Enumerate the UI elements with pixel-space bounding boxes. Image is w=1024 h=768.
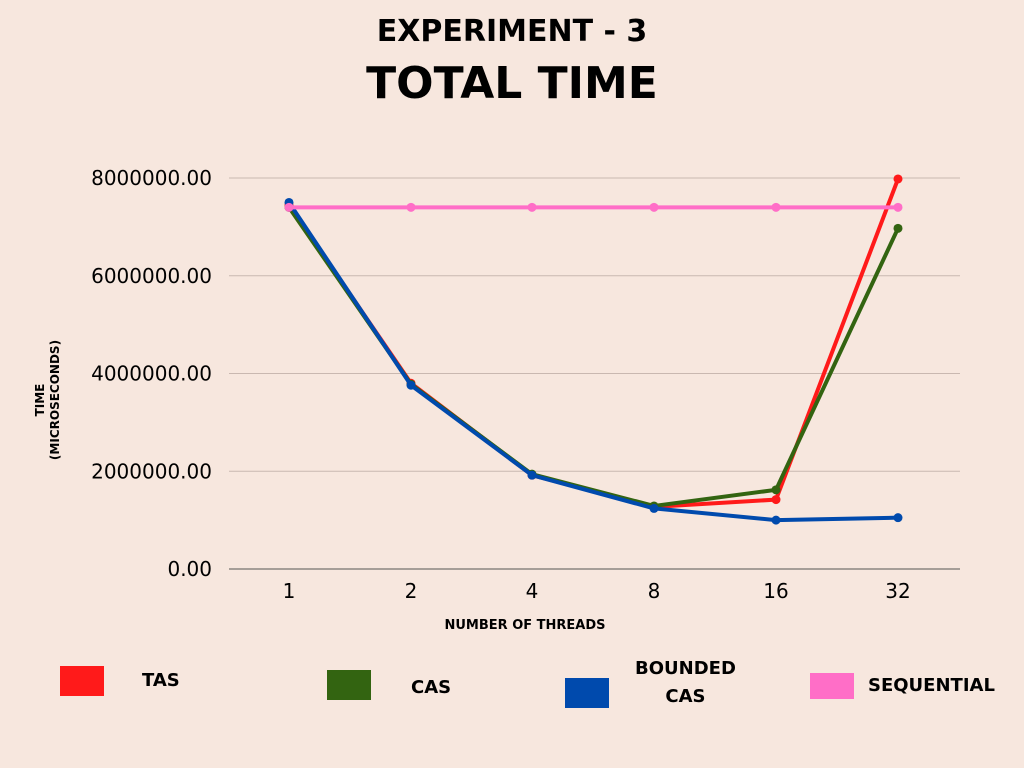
y-tick-label: 2000000.00 [91, 459, 212, 483]
data-point-cas [771, 485, 781, 495]
data-point-bounded-cas [649, 503, 659, 513]
legend-item-tas: TAS [60, 666, 180, 696]
legend-item-sequential: SEQUENTIAL [810, 672, 995, 700]
data-point-bounded-cas [406, 380, 416, 390]
legend-swatch-sequential [810, 673, 854, 699]
chart-subtitle: EXPERIMENT - 3 [376, 14, 648, 49]
data-point-tas [771, 495, 781, 505]
data-point-sequential [406, 202, 416, 212]
legend-swatch-tas [60, 666, 104, 696]
y-tick-label: 6000000.00 [91, 264, 212, 288]
legend-label-tas: TAS [142, 670, 180, 691]
data-point-cas [893, 223, 903, 233]
y-tick-label: 8000000.00 [91, 166, 212, 190]
x-tick-label: 2 [405, 579, 418, 603]
data-point-sequential [284, 202, 294, 212]
x-tick-label: 4 [526, 579, 539, 603]
data-point-sequential [893, 202, 903, 212]
legend-swatch-bounded-cas [565, 678, 609, 708]
series-line-cas [287, 205, 900, 508]
x-tick-label: 1 [283, 579, 296, 603]
x-tick-label: 16 [763, 579, 788, 603]
x-tick-label: 32 [885, 579, 910, 603]
data-point-sequential [527, 202, 537, 212]
y-tick-label: 4000000.00 [91, 362, 212, 386]
legend-label-bounded-cas: BOUNDED CAS [635, 658, 736, 707]
y-tick-label: 0.00 [167, 557, 212, 581]
legend-label-cas: CAS [411, 677, 452, 698]
data-point-sequential [771, 202, 781, 212]
series-line-bounded-cas [287, 200, 900, 523]
legend-label-sequential: SEQUENTIAL [868, 675, 995, 696]
data-point-bounded-cas [527, 470, 537, 480]
x-axis-label: NUMBER OF THREADS [444, 618, 606, 633]
x-tick-label: 8 [648, 579, 661, 603]
data-point-bounded-cas [893, 513, 903, 523]
legend-item-cas: CAS [327, 668, 451, 702]
y-axis-label: TIME (MICROSECONDS) [33, 339, 62, 461]
legend-item-bounded-cas: BOUNDED CAS [565, 655, 736, 711]
data-point-bounded-cas [771, 515, 781, 525]
legend-swatch-cas [327, 670, 371, 700]
data-point-sequential [649, 202, 659, 212]
chart-title: TOTAL TIME [366, 58, 658, 109]
data-point-tas [893, 174, 903, 184]
